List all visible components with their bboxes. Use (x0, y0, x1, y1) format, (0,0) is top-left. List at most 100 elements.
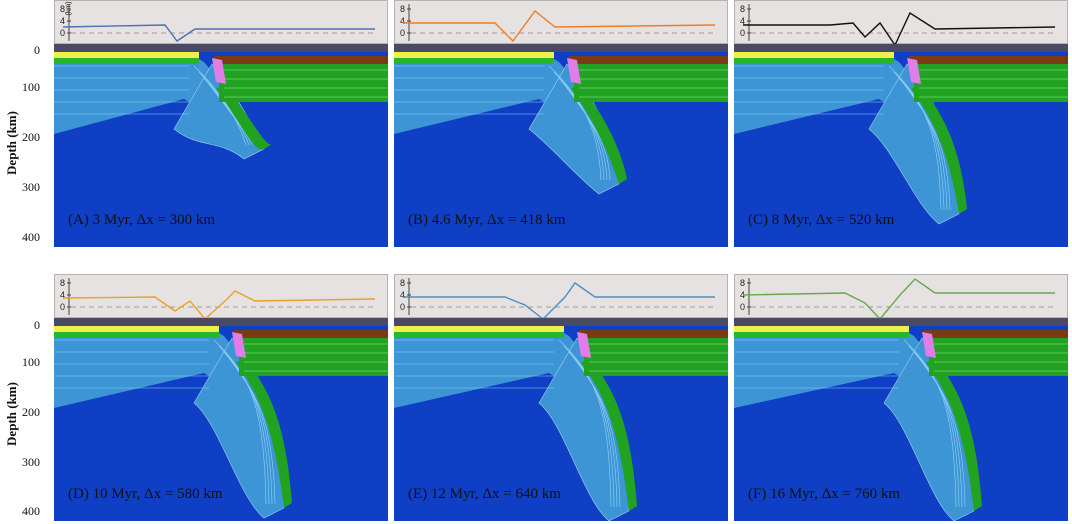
topography-curve: 8 4 0 (60, 278, 376, 319)
depth-tick: 200 (22, 405, 40, 419)
slab-mantle-wedge (571, 84, 627, 184)
melt-zone (232, 332, 246, 358)
melt-zone (907, 58, 921, 84)
oceanic-crust (54, 326, 219, 332)
subduction-model (54, 44, 388, 160)
cross-section (394, 44, 728, 247)
surface-strip (394, 318, 728, 326)
surface-strip (734, 318, 1068, 326)
topo-line (403, 282, 715, 319)
topography-profile: 8 4 0 (394, 274, 728, 319)
subduction-model (394, 44, 728, 195)
continental-upper-crust (569, 56, 728, 64)
sediment-layer (394, 332, 564, 338)
depth-tick: 100 (22, 80, 40, 94)
slab-streamline (903, 83, 951, 211)
topography-profile: 8 4 0 (54, 274, 388, 319)
topography-curve: 8 4 0 (400, 278, 715, 319)
continental-lithosphere (584, 338, 728, 376)
topo-tick-label: 8 (740, 4, 745, 14)
continental-upper-crust (579, 330, 728, 338)
continental-lithosphere (914, 64, 1068, 102)
topo-tick-label: 8 (60, 278, 65, 288)
depth-tick: 0 (34, 43, 40, 57)
topo-tick-label: 4 (400, 16, 405, 26)
depth-tick: 400 (22, 230, 40, 244)
slab-mantle-wedge (581, 358, 637, 511)
panel-caption: (F) 16 Myr, Δx = 760 km (748, 486, 901, 502)
topo-line (743, 11, 1056, 45)
panel-b: 8 4 0 (B) 4.6 Myr, Δx = 418 km (394, 0, 728, 247)
melt-zone (577, 332, 591, 358)
oceanic-crust (394, 52, 554, 58)
cross-section (734, 318, 1068, 521)
slab-streamline (903, 339, 957, 508)
panel-caption: (D) 10 Myr, Δx = 580 km (68, 486, 223, 502)
topo-tick-label: 0 (740, 28, 745, 38)
depth-tick: 0 (34, 318, 40, 332)
melt-zone (567, 58, 581, 84)
slab-streamline (228, 357, 276, 505)
panel-c: 8 4 0 (C) 8 Myr, Δx = 520 km (734, 0, 1068, 247)
topography-profile: 8 4 0 (394, 0, 728, 44)
melt-zone (212, 58, 226, 84)
panel-caption: (E) 12 Myr, Δx = 640 km (408, 486, 561, 502)
topography-curve: 8 4 0 (740, 278, 1055, 319)
slab-mantle-wedge (926, 358, 982, 511)
depth-tick: 300 (22, 180, 40, 194)
sediment-layer (54, 332, 219, 338)
slab-mantle-wedge (236, 358, 292, 508)
slab-streamline (913, 351, 963, 508)
topo-line (62, 24, 375, 42)
continental-upper-crust (909, 56, 1068, 64)
oceanic-crust (394, 326, 564, 332)
slab-streamline (558, 339, 612, 508)
oceanic-crust (734, 52, 894, 58)
topo-tick-label: 4 (60, 16, 65, 26)
topography-curve: 8 4 0 (740, 4, 1056, 45)
topo-tick-label: 4 (740, 290, 745, 300)
topography-curve: 8 4 0 (400, 4, 716, 43)
depth-tick: 100 (22, 355, 40, 369)
continental-upper-crust (234, 330, 388, 338)
subduction-model (734, 44, 1068, 225)
slab-mantle-wedge (911, 84, 967, 214)
depth-tick: 300 (22, 455, 40, 469)
slab-streamline (213, 339, 267, 505)
topo-line (403, 9, 716, 43)
continental-lithosphere (219, 64, 388, 102)
slab-streamline (553, 71, 605, 181)
slab-streamline (893, 71, 945, 211)
surface-strip (54, 44, 388, 52)
topo-tick-label: 8 (60, 4, 65, 14)
slab-streamline (918, 357, 966, 508)
panel-a: (km) 840 (A) 3 Myr, Δx = 300 km (54, 0, 388, 247)
topo-tick-label: 0 (60, 28, 65, 38)
continental-lithosphere (574, 64, 728, 102)
melt-zone (922, 332, 936, 358)
continental-upper-crust (214, 56, 388, 64)
slab-streamline (563, 345, 615, 508)
continental-lithosphere (239, 338, 388, 376)
cross-section (54, 44, 388, 247)
subduction-model (734, 318, 1068, 521)
oceanic-crust (54, 52, 199, 58)
panel-caption: (B) 4.6 Myr, Δx = 418 km (408, 212, 566, 228)
continental-lithosphere (929, 338, 1068, 376)
topo-tick-label: 0 (60, 302, 65, 312)
oceanic-lithosphere (394, 56, 589, 134)
slab-streamline (548, 65, 602, 181)
slab-streamline (573, 357, 621, 508)
panel-f: 8 4 0 (F) 16 Myr, Δx = 760 km (734, 274, 1068, 521)
topography-profile: 8 4 0 (734, 274, 1068, 319)
topo-tick-label: 4 (740, 16, 745, 26)
panel-d: 8 4 0 (D) 10 Myr, Δx = 580 km (54, 274, 388, 521)
oceanic-lithosphere (54, 56, 234, 134)
cross-section (394, 318, 728, 521)
surface-strip (734, 44, 1068, 52)
slab-streamline (898, 77, 948, 211)
surface-strip (54, 318, 388, 326)
slab-streamline (908, 345, 960, 508)
panel-caption: (A) 3 Myr, Δx = 300 km (68, 212, 216, 228)
topography-profile: (km) 840 (54, 0, 388, 44)
